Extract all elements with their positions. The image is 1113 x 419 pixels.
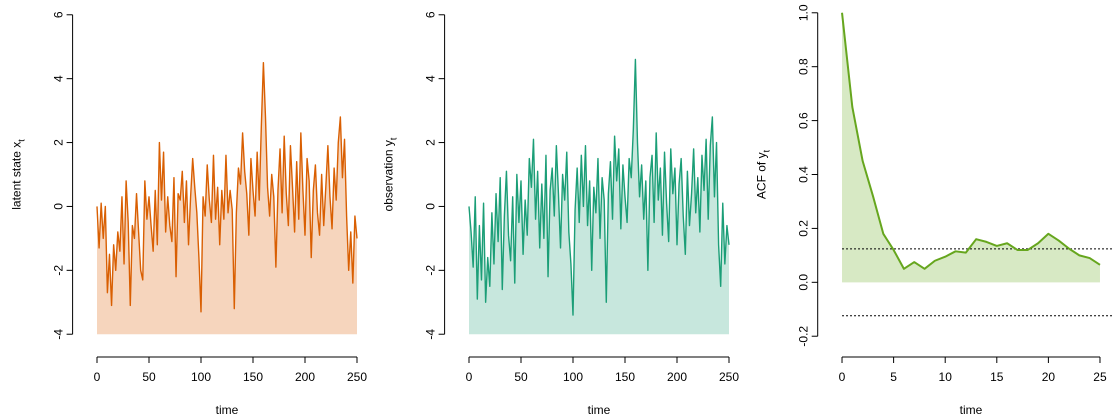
x-tick-label: 150 [243,370,263,384]
x-axis-label: time [216,403,239,417]
x-tick-label: 20 [1042,370,1056,384]
x-tick-label: 25 [1093,370,1107,384]
x-tick-label: 10 [939,370,953,384]
y-tick-label: 0 [52,203,66,210]
y-tick-label: 4 [52,75,66,82]
x-tick-label: 250 [347,370,367,384]
panel: -4 -2 0 2 4 6 0 50 100 150 200 250 time latent state … [10,11,368,417]
y-axis-label-main: observation y [382,140,396,211]
y-axis-label-main: latent state x [10,142,24,210]
x-tick-label: 50 [142,370,156,384]
x-axis-label: time [588,403,611,417]
y-tick-label: -0.2 [797,326,811,347]
x-tick-label: 15 [990,370,1004,384]
y-tick-label: 2 [52,139,66,146]
x-tick-label: 150 [615,370,635,384]
x-tick-label: 200 [295,370,315,384]
y-tick-label: 0.2 [797,220,811,237]
y-tick-label: 6 [52,11,66,18]
panel: -0.2 0.0 0.2 0.4 0.6 0.8 1.0 0 5 10 15 20 25 time ACF … [755,4,1113,417]
y-axis-label-main: ACF of y [755,152,769,199]
y-tick-label: 0 [424,203,438,210]
y-axis-label: ACF of yt [755,149,772,199]
line [841,12,1101,270]
y-tick-label: 0.8 [797,58,811,75]
x-tick-label: 200 [667,370,687,384]
x-axis-label: time [960,403,983,417]
y-tick-label: 0.6 [797,112,811,129]
x-tick-label: 5 [890,370,897,384]
y-tick-label: -4 [52,329,66,340]
line [96,61,358,313]
y-tick-label: 0.0 [797,274,811,291]
x-tick-label: 0 [466,370,473,384]
y-tick-label: -2 [424,265,438,276]
line [468,58,730,316]
y-axis-label: latent state xt [10,139,27,210]
x-tick-label: 50 [514,370,528,384]
area [842,12,1100,283]
y-tick-label: 2 [424,139,438,146]
x-tick-label: 250 [719,370,739,384]
y-axis-label: observation yt [382,137,399,211]
x-tick-label: 100 [191,370,211,384]
x-tick-label: 100 [563,370,583,384]
y-tick-label: -2 [52,265,66,276]
panel: -4 -2 0 2 4 6 0 50 100 150 200 250 time observation y… [382,11,740,417]
y-tick-label: 1.0 [797,4,811,21]
x-tick-label: 0 [94,370,101,384]
x-tick-label: 0 [839,370,846,384]
area [469,59,729,335]
y-axis-label-subscript: t [17,139,27,142]
y-axis-label-subscript: t [389,137,399,140]
y-axis-label-subscript: t [762,149,772,152]
y-tick-label: 4 [424,75,438,82]
y-tick-label: 0.4 [797,166,811,183]
y-tick-label: -4 [424,329,438,340]
y-tick-label: 6 [424,11,438,18]
